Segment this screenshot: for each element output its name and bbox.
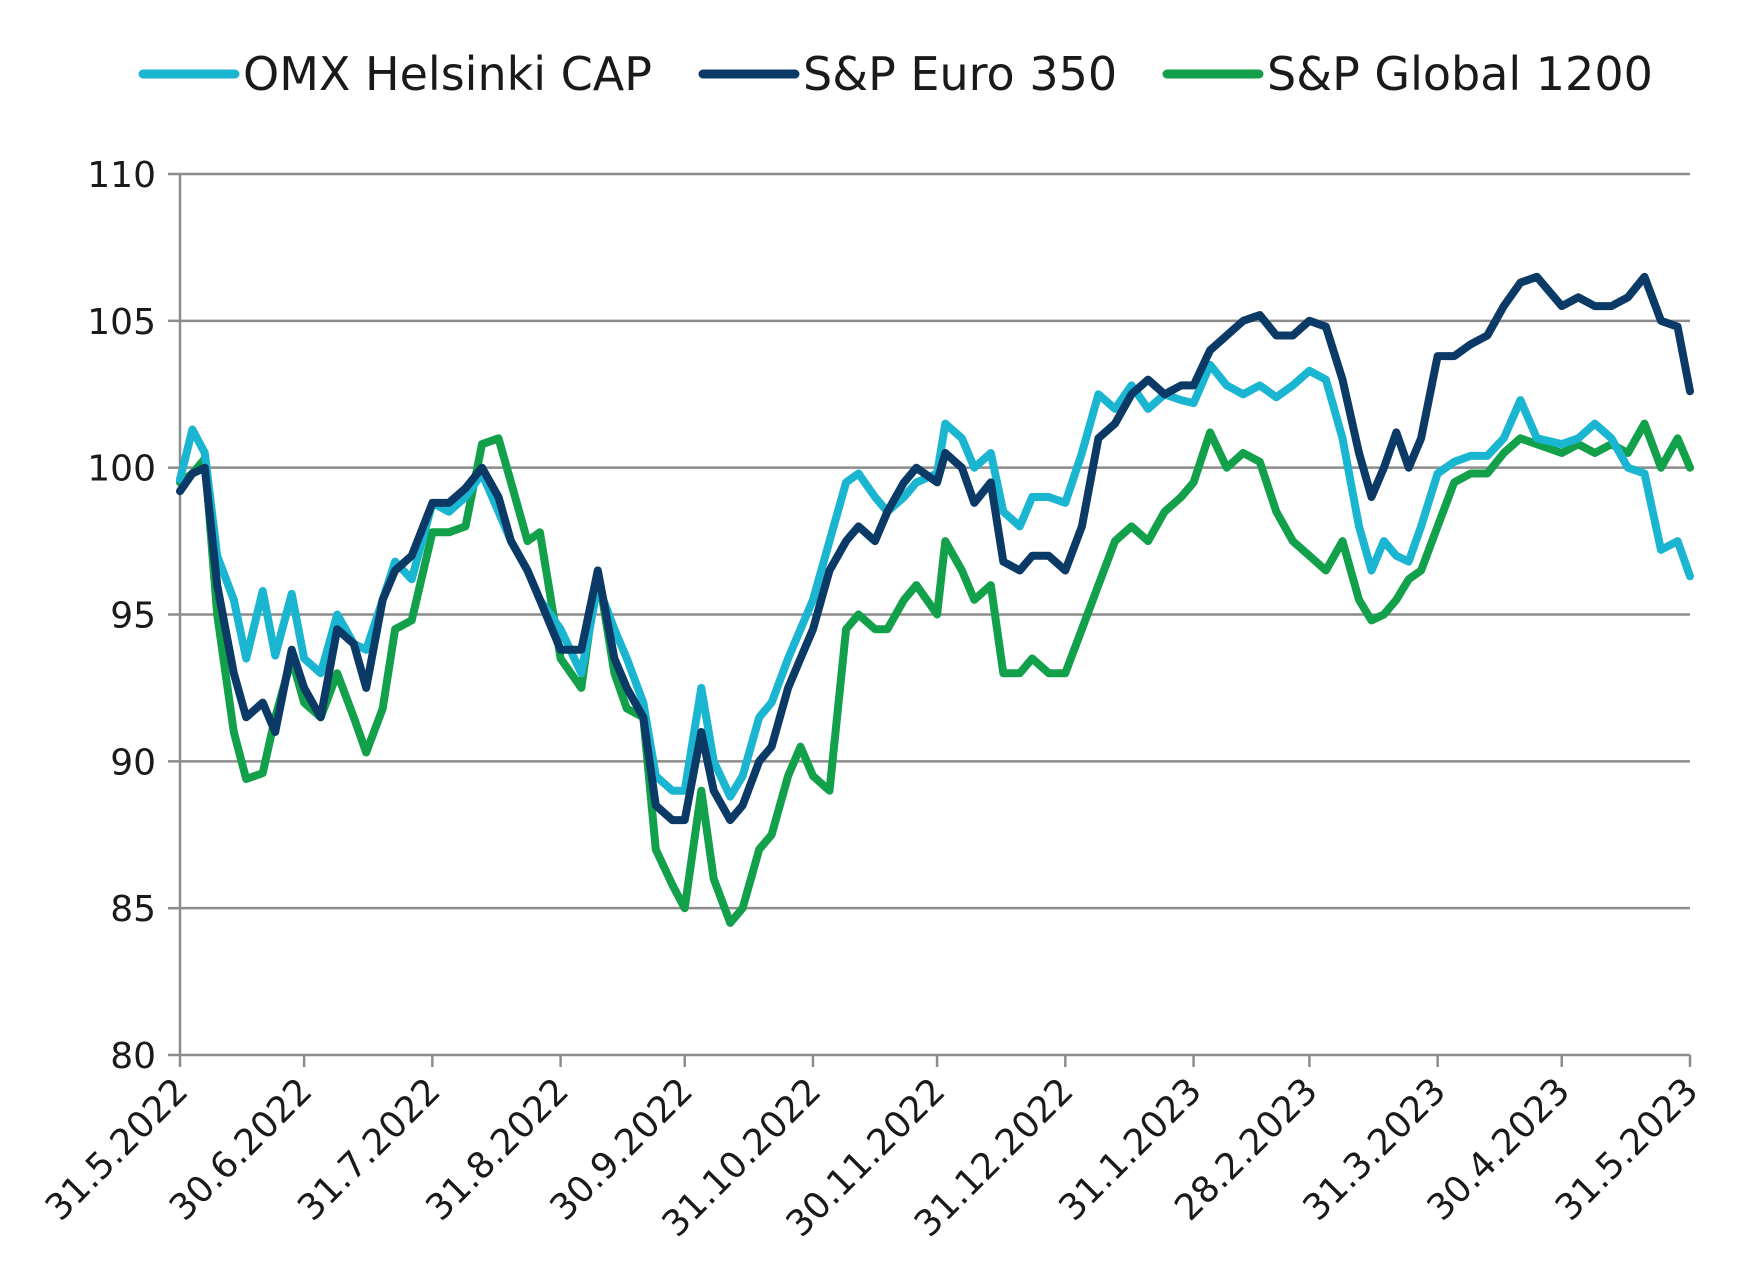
legend-label-s-p-euro-350: S&P Euro 350 xyxy=(803,47,1117,101)
series-line-s-p-global-1200 xyxy=(176,419,1694,927)
y-tick-label: 105 xyxy=(87,302,156,343)
gridlines xyxy=(180,172,1690,910)
legend-label-omx-helsinki-cap: OMX Helsinki CAP xyxy=(243,47,652,101)
y-axis-ticks: 80 85 90 95 100 105 110 xyxy=(87,155,180,1077)
y-tick-label: 100 xyxy=(87,449,156,490)
y-tick-label: 80 xyxy=(110,1036,156,1077)
legend-label-s-p-global-1200: S&P Global 1200 xyxy=(1267,47,1653,101)
legend: OMX Helsinki CAP S&P Euro 350 S&P Global 1… xyxy=(138,47,1653,101)
x-axis-ticks: 31.5.202230.6.202231.7.202231.8.202230.9… xyxy=(38,1055,1706,1245)
y-tick-label: 85 xyxy=(110,889,156,930)
series-line-omx-helsinki-cap xyxy=(176,360,1694,801)
y-tick-label: 110 xyxy=(87,155,156,196)
series-line-s-p-euro-350 xyxy=(176,272,1694,825)
y-tick-label: 90 xyxy=(110,742,156,783)
y-tick-label: 95 xyxy=(110,596,156,637)
series-lines xyxy=(176,272,1694,927)
